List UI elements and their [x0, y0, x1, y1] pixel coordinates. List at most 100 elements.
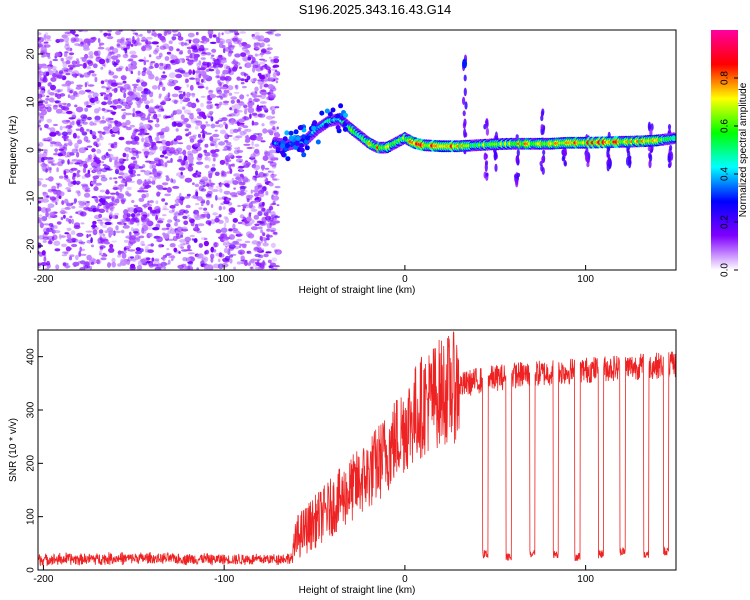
noise-blob	[140, 39, 146, 42]
noise-blob	[100, 66, 104, 70]
x-tick-label: -100	[214, 574, 234, 585]
noise-blob	[131, 227, 134, 232]
noise-blob	[216, 89, 223, 95]
noise-blob	[235, 84, 239, 90]
noise-blob	[47, 65, 51, 71]
noise-blob	[251, 140, 254, 147]
noise-blob	[195, 77, 200, 84]
noise-blob	[208, 179, 212, 183]
noise-blob	[113, 87, 118, 94]
noise-blob	[232, 180, 239, 185]
noise-blob	[79, 74, 84, 78]
noise-blob	[105, 202, 111, 209]
noise-blob	[63, 69, 68, 73]
noise-blob	[44, 137, 51, 141]
spike-blob	[670, 151, 674, 161]
noise-blob	[144, 214, 148, 219]
noise-blob	[221, 32, 224, 36]
noise-blob	[84, 107, 89, 112]
noise-blob	[131, 132, 137, 136]
noise-blob	[225, 38, 232, 44]
noise-blob	[101, 168, 108, 173]
snr-y-label: SNR (10 * v/v)	[8, 418, 19, 482]
noise-blob	[65, 187, 71, 190]
noise-blob	[122, 219, 126, 224]
noise-blob	[114, 121, 122, 127]
noise-blob	[270, 242, 276, 248]
noise-blob	[141, 46, 147, 52]
noise-blob	[148, 110, 152, 117]
noise-blob	[121, 108, 126, 111]
noise-blob	[170, 258, 174, 262]
noise-blob	[153, 157, 160, 162]
noise-blob	[274, 249, 278, 253]
spike-blob	[540, 110, 545, 117]
noise-blob	[263, 210, 267, 213]
noise-blob	[159, 45, 167, 50]
noise-blob	[102, 238, 109, 241]
noise-blob	[40, 262, 48, 266]
y-tick-label: 100	[26, 508, 37, 525]
noise-blob	[145, 257, 151, 261]
noise-blob	[233, 64, 239, 70]
noise-blob	[167, 230, 171, 235]
noise-blob	[138, 197, 145, 202]
noise-blob	[38, 120, 41, 124]
noise-blob	[234, 108, 238, 114]
noise-blob	[63, 36, 70, 43]
noise-blob	[106, 210, 110, 213]
noise-blob	[166, 187, 172, 193]
noise-blob	[156, 117, 160, 123]
noise-blob	[75, 180, 81, 185]
noise-blob	[77, 44, 84, 47]
noise-blob	[124, 146, 131, 152]
noise-blob	[69, 169, 74, 173]
noise-blob	[185, 104, 192, 107]
noise-blob	[146, 42, 154, 45]
noise-blob	[247, 104, 253, 109]
noise-blob	[216, 105, 220, 110]
noise-blob	[85, 187, 91, 190]
y-tick-label: -20	[26, 238, 37, 253]
noise-blob	[75, 254, 79, 261]
noise-blob	[202, 74, 210, 79]
noise-blob	[218, 214, 222, 218]
ridge-blob	[312, 120, 318, 126]
noise-blob	[270, 227, 277, 232]
noise-blob	[96, 149, 102, 154]
noise-blob	[60, 111, 67, 114]
noise-blob	[268, 265, 274, 268]
noise-blob	[198, 207, 203, 210]
noise-blob	[74, 43, 81, 46]
noise-blob	[268, 153, 275, 159]
noise-blob	[243, 57, 249, 61]
spike-blob	[494, 163, 498, 172]
noise-blob	[61, 254, 68, 257]
noise-blob	[42, 151, 48, 157]
noise-blob	[74, 142, 79, 149]
noise-blob	[135, 97, 140, 101]
noise-blob	[94, 115, 101, 121]
noise-blob	[259, 235, 263, 241]
noise-blob	[129, 219, 135, 225]
noise-blob	[143, 151, 150, 154]
noise-blob	[259, 61, 266, 65]
noise-blob	[62, 106, 70, 111]
noise-blob	[66, 178, 71, 182]
noise-blob	[225, 217, 229, 224]
noise-blob	[167, 238, 175, 241]
noise-blob	[210, 123, 216, 129]
noise-blob	[117, 254, 122, 258]
noise-blob	[220, 86, 228, 90]
noise-blob	[218, 42, 224, 49]
noise-blob	[250, 155, 255, 159]
noise-blob	[158, 158, 164, 165]
noise-blob	[58, 70, 64, 74]
noise-blob	[62, 262, 67, 267]
noise-blob	[249, 113, 252, 119]
noise-blob	[241, 176, 245, 179]
chart-title: S196.2025.343.16.43.G14	[299, 2, 452, 17]
noise-blob	[97, 38, 101, 43]
noise-blob	[84, 192, 91, 198]
noise-blob	[76, 151, 80, 158]
